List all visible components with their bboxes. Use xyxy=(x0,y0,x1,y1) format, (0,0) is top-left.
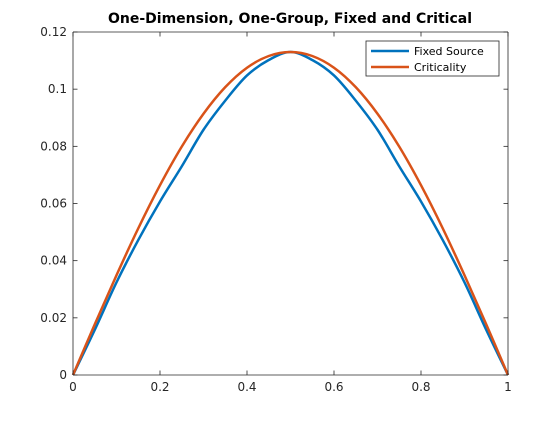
y-tick-label: 0.06 xyxy=(40,197,67,211)
y-tick-label: 0.04 xyxy=(40,254,67,268)
chart-title: One-Dimension, One-Group, Fixed and Crit… xyxy=(108,11,472,27)
x-tick-label: 0 xyxy=(69,380,77,394)
legend-label-fixed-source: Fixed Source xyxy=(414,45,484,58)
x-tick-label: 1 xyxy=(504,380,512,394)
y-tick-label: 0.02 xyxy=(40,311,67,325)
legend: Fixed Source Criticality xyxy=(365,40,500,77)
x-tick-label: 0.2 xyxy=(150,380,169,394)
y-tick-label: 0 xyxy=(59,368,67,382)
x-tick-label: 0.6 xyxy=(324,380,343,394)
y-tick-label: 0.1 xyxy=(48,82,67,96)
series-line-criticality xyxy=(71,50,510,376)
plot-area xyxy=(73,32,508,375)
y-tick-label: 0.12 xyxy=(40,25,67,39)
legend-label-criticality: Criticality xyxy=(414,61,467,74)
x-tick-label: 0.4 xyxy=(237,380,256,394)
axes-layer: 0 0.2 0.4 0.6 0.8 1 0 0.02 0.04 0.06 0.08 0.1 0.12 xyxy=(40,25,512,394)
y-tick-label: 0.08 xyxy=(40,139,67,153)
legend-box xyxy=(365,40,500,77)
series-layer xyxy=(71,50,510,376)
x-tick-label: 0.8 xyxy=(411,380,430,394)
